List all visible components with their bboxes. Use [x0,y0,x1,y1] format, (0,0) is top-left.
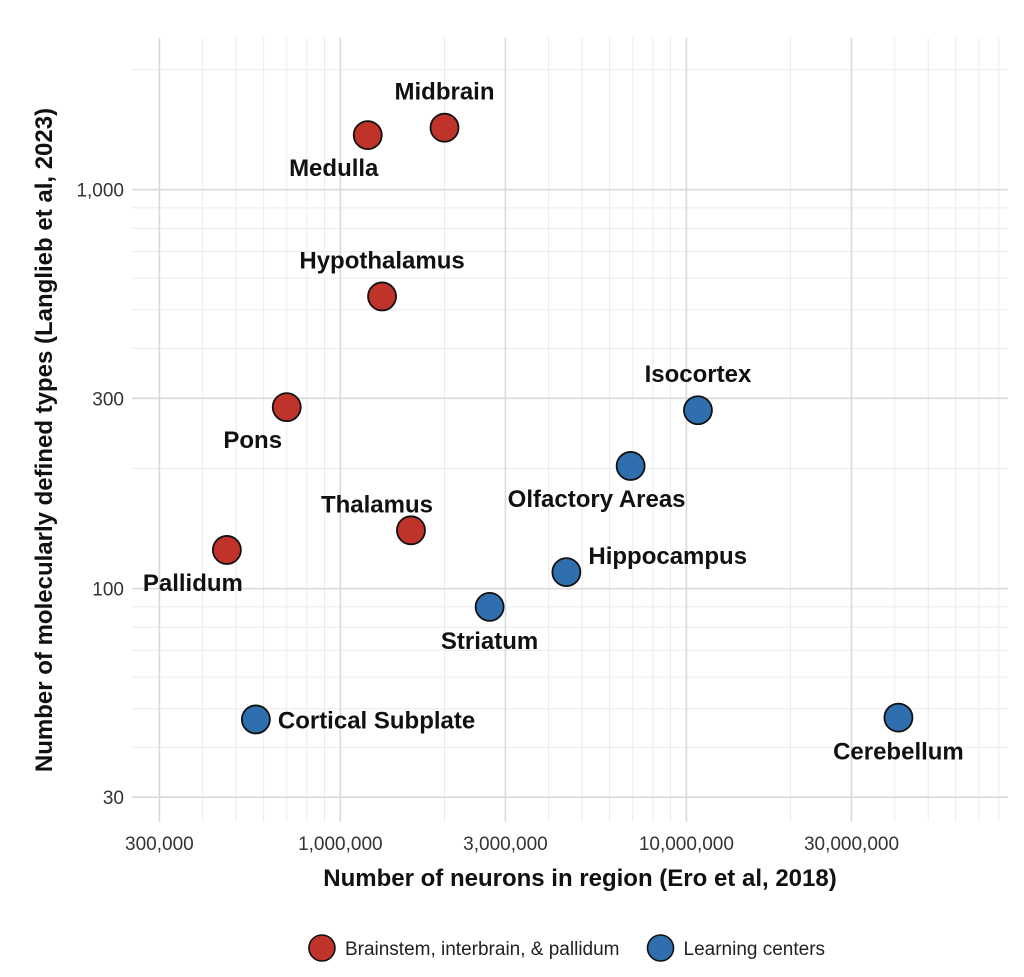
data-point [352,120,383,151]
legend-item: Brainstem, interbrain, & pallidum [308,934,620,962]
y-axis-ticks: 30 100 300 1,000 [76,181,124,810]
data-point [367,281,397,312]
data-point-label: Cerebellum [833,739,964,766]
data-point [883,702,914,733]
data-point-label: Isocortex [645,361,752,388]
data-point [615,451,646,481]
data-point [551,557,582,588]
x-axis-ticks: 300,000 1,000,000 3,000,000 10,000,000 30,00… [125,834,899,855]
legend-label: Brainstem, interbrain, & pallidum [345,939,620,960]
y-tick-label: 300 [92,389,124,410]
x-axis-title: Number of neurons in region (Ero et al, … [323,865,836,892]
data-point-label: Thalamus [321,491,433,518]
y-tick-label: 100 [92,580,124,601]
legend-swatch [308,934,336,962]
legend: Brainstem, interbrain, & pallidum Learnin… [308,934,826,962]
data-point-label: Olfactory Areas [508,486,686,513]
y-tick-label: 30 [103,788,124,809]
data-point [683,395,713,426]
data-point-label: Medulla [289,155,379,182]
data-point [211,535,242,565]
data-point-label: Pallidum [143,570,243,597]
legend-item: Learning centers [646,934,826,962]
data-point-label: Pons [223,427,282,454]
y-tick-label: 1,000 [76,181,124,202]
legend-label: Learning centers [684,939,826,960]
data-point-label: Hippocampus [588,543,747,570]
x-tick-label: 10,000,000 [639,834,734,855]
x-tick-label: 300,000 [125,834,194,855]
data-point-label: Hypothalamus [299,247,464,274]
data-point [429,112,460,143]
legend-swatch [646,934,675,962]
major-gridlines [132,38,1008,822]
data-point-label: Cortical Subplate [278,707,475,734]
data-point [474,591,505,622]
data-point [240,704,271,735]
point-labels: Midbrain Medulla Hypothalamus Pons Thalamus P… [143,79,964,766]
data-point [271,392,302,423]
data-point-label: Striatum [441,628,538,655]
x-tick-label: 3,000,000 [463,834,548,855]
data-point-label: Midbrain [395,79,495,106]
y-axis-title: Number of molecularly defined types (Lan… [31,108,58,772]
data-points [211,112,914,735]
x-tick-label: 1,000,000 [298,834,383,855]
x-tick-label: 30,000,000 [804,834,899,855]
data-point [396,515,426,546]
